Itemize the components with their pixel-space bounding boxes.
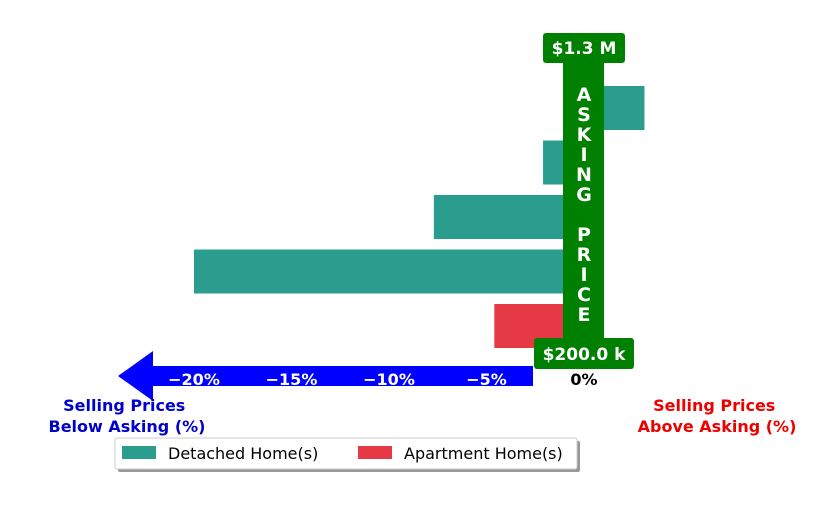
- legend-swatch-detached: [122, 446, 156, 459]
- axis-arrow: [118, 351, 533, 401]
- right-label-line-1: Selling Prices: [653, 396, 775, 415]
- x-tick-label: −20%: [168, 370, 220, 389]
- asking-price-letter: K: [577, 124, 593, 146]
- legend-label-detached: Detached Home(s): [168, 444, 318, 463]
- legend-label-apartment: Apartment Home(s): [404, 444, 563, 463]
- x-tick-label: −10%: [363, 370, 415, 389]
- x-tick-label: −5%: [466, 370, 507, 389]
- x-tick-labels: −20% −15% −10% −5% 0%: [168, 370, 597, 389]
- asking-price-letter: A: [577, 84, 592, 106]
- asking-price-letter: I: [580, 264, 587, 286]
- right-side-label: Selling Prices Above Asking (%): [638, 396, 797, 436]
- x-tick-label: −15%: [266, 370, 318, 389]
- legend-box: [114, 437, 578, 470]
- top-price-label: $1.3 M: [552, 39, 617, 59]
- top-price-box: [543, 33, 625, 63]
- bar-4: [194, 249, 584, 294]
- legend: Detached Home(s) Apartment Home(s): [114, 437, 580, 472]
- bottom-price-box: [534, 338, 634, 369]
- asking-price-letter: E: [578, 304, 591, 326]
- right-label-line-2: Above Asking (%): [638, 417, 797, 436]
- left-label-line-2: Below Asking (%): [49, 417, 206, 436]
- asking-price-letter: R: [577, 244, 592, 266]
- left-label-line-1: Selling Prices: [63, 396, 185, 415]
- asking-price-letter: I: [580, 144, 587, 166]
- bar-3: [433, 195, 584, 239]
- left-side-label: Selling Prices Below Asking (%): [49, 396, 206, 436]
- asking-price-letter: C: [577, 284, 591, 306]
- asking-price-letter: N: [576, 164, 592, 186]
- asking-price-letter: P: [577, 224, 591, 246]
- asking-price-letter: S: [577, 104, 591, 126]
- asking-price-bar: [563, 62, 604, 340]
- axis-arrow-shape: [118, 351, 533, 401]
- x-tick-label: 0%: [570, 370, 597, 389]
- bottom-price-label: $200.0 k: [543, 345, 627, 365]
- asking-price-letter: G: [576, 184, 592, 206]
- legend-swatch-apartment: [358, 446, 392, 459]
